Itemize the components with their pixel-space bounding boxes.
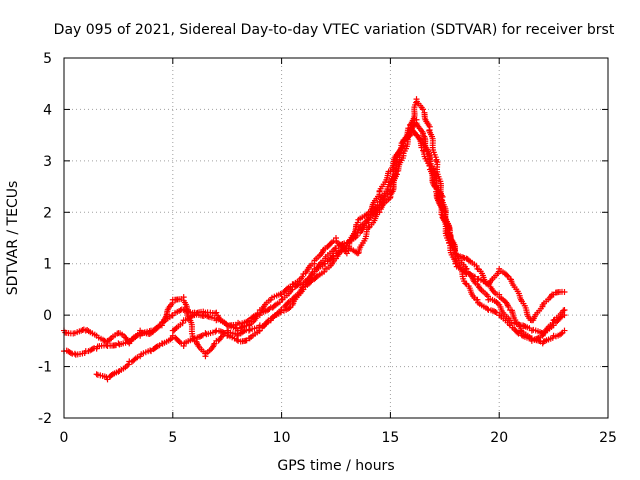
data-point-interp: [521, 322, 528, 329]
data-point-interp: [131, 356, 138, 363]
data-point: [245, 327, 252, 334]
data-point-interp: [244, 318, 251, 325]
y-tick-label: 3: [43, 154, 52, 170]
data-point-interp: [329, 253, 336, 260]
y-tick-label: 5: [43, 51, 52, 67]
data-point: [365, 224, 372, 231]
data-point-interp: [271, 302, 278, 309]
data-point-interp: [84, 327, 91, 334]
data-point-interp: [220, 329, 227, 336]
data-point: [561, 307, 568, 313]
data-point-interp: [473, 262, 480, 269]
data-point: [180, 343, 187, 349]
data-point-interp: [549, 320, 556, 327]
data-point-interp: [341, 247, 348, 254]
data-point-interp: [212, 328, 219, 335]
data-point-interp: [233, 336, 240, 343]
data-point-interp: [159, 319, 166, 326]
data-point-interp: [134, 354, 141, 361]
data-point-interp: [124, 339, 131, 346]
data-point: [420, 147, 427, 154]
data-point-interp: [492, 309, 499, 316]
data-point-interp: [198, 332, 205, 339]
data-point-interp: [471, 278, 478, 285]
data-point: [71, 350, 78, 357]
data-point: [354, 219, 361, 226]
data-point: [420, 106, 427, 113]
data-point: [550, 317, 557, 324]
data-point-interp: [179, 320, 186, 327]
y-tick-label: 0: [43, 308, 52, 324]
data-point-interp: [238, 324, 245, 331]
data-point-interp: [493, 298, 500, 305]
data-point-interp: [558, 330, 565, 337]
data-point: [561, 327, 568, 334]
data-point-interp: [286, 305, 293, 312]
data-point-interp: [277, 290, 284, 297]
data-point: [474, 296, 481, 303]
data-point-interp: [210, 343, 217, 350]
x-tick-label: 0: [60, 430, 69, 446]
data-point: [420, 132, 427, 139]
series-track-4: [169, 127, 568, 334]
x-tick-label: 5: [168, 430, 177, 446]
data-point: [433, 157, 440, 164]
y-tick-label: 1: [43, 257, 52, 273]
data-point: [561, 289, 568, 295]
data-point-interp: [254, 310, 261, 317]
series-track-3: [93, 96, 568, 383]
y-tick-label: 2: [43, 205, 52, 221]
data-point-interp: [309, 269, 316, 276]
data-point: [278, 296, 285, 303]
data-point-interp: [505, 303, 512, 310]
data-point-interp: [299, 273, 306, 280]
series-track-1: [61, 121, 568, 360]
data-point: [213, 309, 220, 316]
x-axis-label: GPS time / hours: [277, 458, 394, 474]
plot-frame: [63, 57, 609, 419]
x-tick-label: 10: [273, 430, 291, 446]
data-point-interp: [182, 306, 189, 313]
data-point: [191, 335, 198, 342]
data-point-interp: [155, 323, 162, 330]
y-tick-label: -2: [38, 411, 52, 427]
y-tick-label: -1: [38, 360, 52, 376]
data-point-interp: [125, 361, 132, 368]
data-point-interp: [514, 329, 521, 336]
data-point-interp: [308, 278, 315, 285]
data-point-interp: [416, 135, 423, 142]
data-point-interp: [67, 349, 74, 356]
data-point-interp: [504, 272, 511, 279]
data-point-interp: [506, 321, 513, 328]
data-point: [463, 265, 470, 272]
data-point-interp: [264, 318, 271, 325]
data-point-interp: [452, 246, 459, 253]
x-tick-label: 20: [490, 430, 508, 446]
series-track-2: [61, 116, 568, 358]
x-tick-label: 15: [381, 430, 399, 446]
data-point-interp: [398, 140, 405, 147]
data-markers: [61, 96, 568, 383]
data-point-interp: [172, 326, 179, 333]
grid-lines: [64, 58, 608, 418]
x-tick-label: 25: [599, 430, 617, 446]
data-point: [300, 286, 307, 293]
y-axis-label: SDTVAR / TECUs: [5, 181, 21, 296]
data-point-interp: [147, 347, 154, 354]
data-point-interp: [321, 268, 328, 275]
data-point: [409, 127, 416, 133]
y-tick-label: 4: [43, 102, 52, 118]
data-point-interp: [153, 343, 160, 350]
data-point: [376, 209, 383, 216]
data-point-interp: [462, 280, 469, 287]
data-point: [387, 168, 394, 175]
chart-title: Day 095 of 2021, Sidereal Day-to-day VTE…: [54, 22, 615, 38]
data-point-interp: [484, 305, 491, 312]
